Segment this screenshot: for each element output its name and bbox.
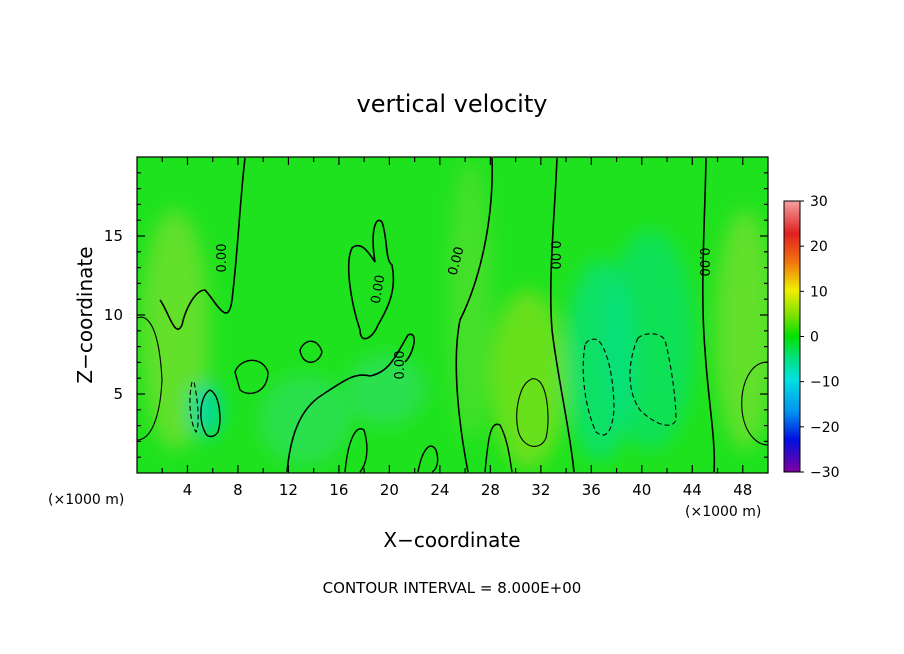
colorbar-tick-label: −10 xyxy=(810,375,840,391)
y-axis: 5 10 15 xyxy=(104,172,768,458)
contour-zero-3 xyxy=(347,219,395,340)
field-shading xyxy=(141,160,768,470)
contour-label-4: 0.00 xyxy=(446,245,468,277)
y-tick-label: 15 xyxy=(104,227,123,245)
x-tick-label: 40 xyxy=(632,481,651,499)
y-tick-label: 10 xyxy=(104,306,123,324)
contour-label-1: 0.00 xyxy=(215,244,230,273)
contour-zero-9 xyxy=(299,340,323,363)
x-tick-label: 28 xyxy=(481,481,500,499)
x-axis-label: X−coordinate xyxy=(383,528,520,552)
colorbar-tick-label: 10 xyxy=(810,284,828,300)
x-unit-right: (×1000 m) xyxy=(685,504,761,520)
x-tick-label: 8 xyxy=(233,481,243,499)
contour-zero-5 xyxy=(549,157,575,473)
contour-lines xyxy=(137,157,768,473)
chart-title: vertical velocity xyxy=(357,90,548,118)
colorbar-tick-label: −30 xyxy=(810,465,840,481)
contour-zero-2 xyxy=(286,333,415,473)
y-axis-label: Z−coordinate xyxy=(73,246,97,383)
colorbar: 30 20 10 0 −10 −20 −30 xyxy=(783,194,840,481)
x-tick-label: 24 xyxy=(430,481,449,499)
contour-labels: 0.00 0.00 0.00 0.00 0.00 0.00 xyxy=(215,241,711,380)
colorbar-tick-label: 0 xyxy=(810,330,819,346)
contour-pos-8-c xyxy=(741,361,768,446)
contour-pos-8-a xyxy=(137,316,163,441)
colorbar-gradient xyxy=(783,200,801,473)
contour-interval-note: CONTOUR INTERVAL = 8.000E+00 xyxy=(323,579,582,597)
contour-zero-12 xyxy=(484,423,513,473)
contour-zero-8 xyxy=(234,359,269,395)
colorbar-tick-label: −20 xyxy=(810,420,840,436)
contour-label-2: 0.00 xyxy=(369,274,389,305)
colorbar-ticks: 30 20 10 0 −10 −20 −30 xyxy=(800,194,840,481)
y-tick-label: 5 xyxy=(113,385,123,403)
x-tick-label: 16 xyxy=(329,481,348,499)
colorbar-tick-label: 30 xyxy=(810,194,828,210)
x-tick-label: 12 xyxy=(279,481,298,499)
x-tick-label: 44 xyxy=(683,481,702,499)
contour-zero-6 xyxy=(702,157,716,473)
contour-zero-11 xyxy=(417,445,439,473)
x-unit-left: (×1000 m) xyxy=(48,492,124,508)
contour-pos-8-b xyxy=(516,378,549,447)
colorbar-tick-label: 20 xyxy=(810,239,828,255)
contour-zero-7 xyxy=(200,389,221,438)
contour-neg-8-b xyxy=(629,333,677,426)
contour-zero-10 xyxy=(344,428,368,473)
contour-label-3: 0.00 xyxy=(393,351,408,380)
x-tick-label: 20 xyxy=(380,481,399,499)
x-tick-label: 36 xyxy=(582,481,601,499)
contour-neg-8-c xyxy=(189,381,199,434)
x-tick-label: 32 xyxy=(531,481,550,499)
contour-label-5: 0.00 xyxy=(547,241,562,270)
x-axis: 4 8 12 16 20 24 28 32 36 40 44 48 xyxy=(161,157,752,499)
contour-label-6: 0.00 xyxy=(696,248,711,277)
x-tick-label: 48 xyxy=(733,481,752,499)
contour-zero-1 xyxy=(159,157,246,330)
x-tick-label: 4 xyxy=(183,481,193,499)
contour-neg-8-a xyxy=(582,338,615,436)
contour-zero-4 xyxy=(455,157,493,473)
plot-area: 0.00 0.00 0.00 0.00 0.00 0.00 xyxy=(137,157,768,473)
